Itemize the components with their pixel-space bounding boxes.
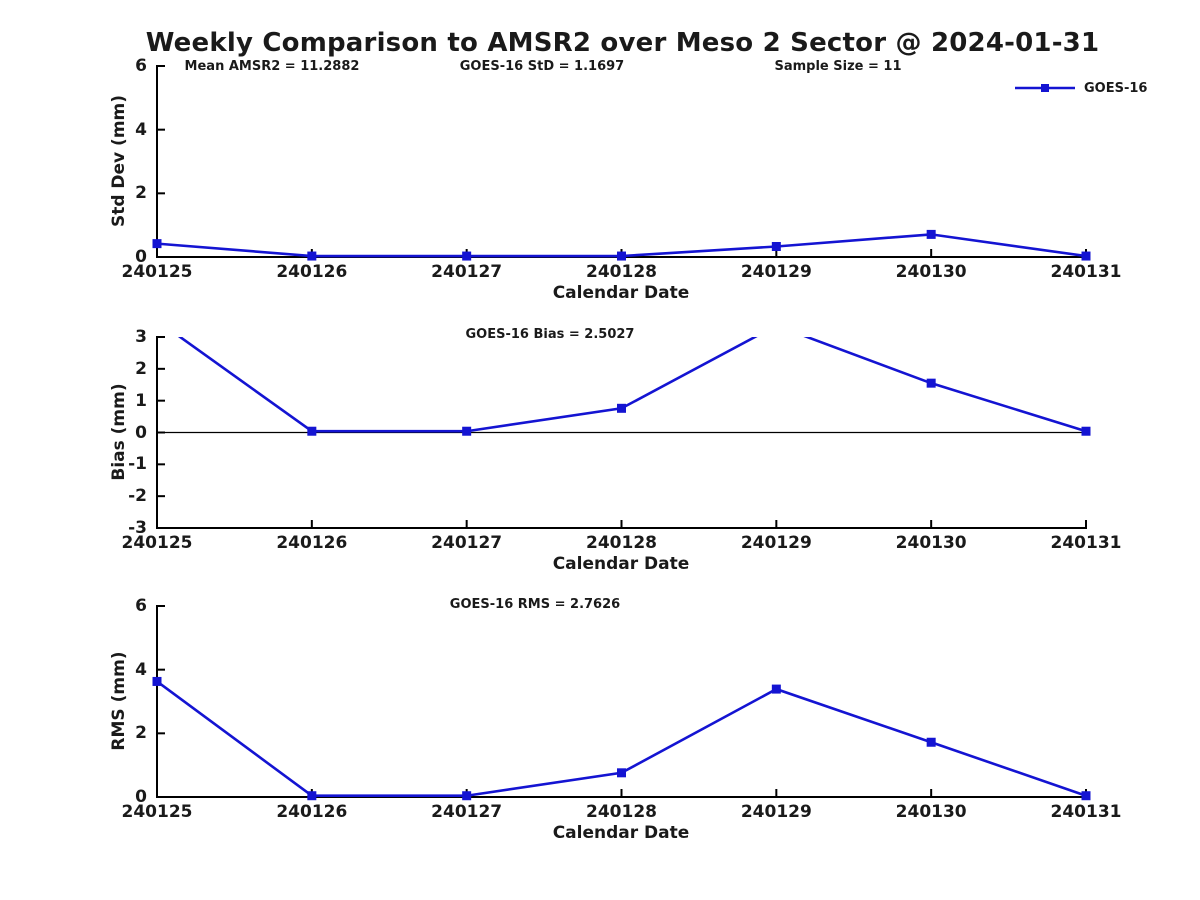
y-tick-label: 1: [135, 390, 147, 411]
y-tick-label: 4: [135, 659, 147, 680]
y-tick-label: 0: [135, 247, 147, 267]
y-tick-label: 4: [135, 119, 147, 140]
goes16-std-annotation: GOES-16 StD = 1.1697: [459, 59, 625, 74]
mean-amsr2-annotation: Mean AMSR2 = 11.2882: [184, 59, 360, 74]
x-tick-label: 240129: [740, 262, 812, 282]
GOES-16-series: [152, 229, 1091, 261]
x-tick-label: 240127: [431, 533, 503, 553]
figure-title: Weekly Comparison to AMSR2 over Meso 2 S…: [145, 28, 1100, 58]
y-tick-label: -3: [128, 518, 147, 538]
x-tick-label: 240129: [740, 802, 812, 822]
std-dev-panel: [152, 65, 1091, 261]
x-tick-label: 240130: [895, 802, 967, 822]
stddev-y-axis-label: Std Dev (mm): [109, 94, 129, 228]
y-tick-label: 6: [135, 56, 147, 76]
x-tick-label: 240126: [276, 802, 348, 822]
rms-x-axis-label: Calendar Date: [552, 823, 690, 843]
y-tick-label: 3: [135, 327, 147, 347]
x-tick-label: 240125: [121, 802, 193, 822]
goes16-rms-annotation: GOES-16 RMS = 2.7626: [449, 597, 621, 612]
legend: GOES-16: [1014, 80, 1147, 96]
y-tick-label: 2: [135, 183, 147, 204]
bias-x-axis-label: Calendar Date: [552, 554, 690, 574]
bias-panel: [156, 336, 1091, 529]
x-tick-label: 240129: [740, 533, 812, 553]
rms-panel: [152, 605, 1091, 801]
GOES-16-series: [152, 676, 1091, 801]
y-tick-label: 2: [135, 723, 147, 744]
x-tick-label: 240128: [586, 262, 657, 282]
y-tick-label: -2: [128, 486, 147, 507]
y-tick-label: 0: [135, 422, 147, 443]
x-tick-label: 240131: [1050, 802, 1122, 822]
x-tick-label: 240127: [431, 802, 503, 822]
x-tick-label: 240130: [895, 262, 967, 282]
y-tick-label: 2: [135, 358, 147, 379]
stddev-x-axis-label: Calendar Date: [552, 283, 690, 303]
y-tick-label: 6: [135, 596, 147, 616]
GOES-16-series: [177, 337, 1091, 436]
y-tick-label: 0: [135, 787, 147, 807]
x-tick-label: 240126: [276, 533, 348, 553]
goes16-bias-annotation: GOES-16 Bias = 2.5027: [465, 327, 635, 342]
x-tick-label: 240127: [431, 262, 503, 282]
y-tick-label: -1: [128, 454, 147, 475]
x-tick-label: 240128: [586, 533, 657, 553]
legend-line-marker-icon: [1015, 84, 1075, 92]
x-tick-label: 240131: [1050, 533, 1122, 553]
x-tick-label: 240128: [586, 802, 657, 822]
rms-y-axis-label: RMS (mm): [109, 651, 129, 751]
x-tick-label: 240125: [121, 262, 193, 282]
x-tick-label: 240131: [1050, 262, 1122, 282]
x-tick-label: 240130: [895, 533, 967, 553]
sample-size-annotation: Sample Size = 11: [774, 59, 902, 74]
legend-label: GOES-16: [1084, 80, 1148, 96]
x-tick-label: 240126: [276, 262, 348, 282]
x-tick-label: 240125: [121, 533, 193, 553]
